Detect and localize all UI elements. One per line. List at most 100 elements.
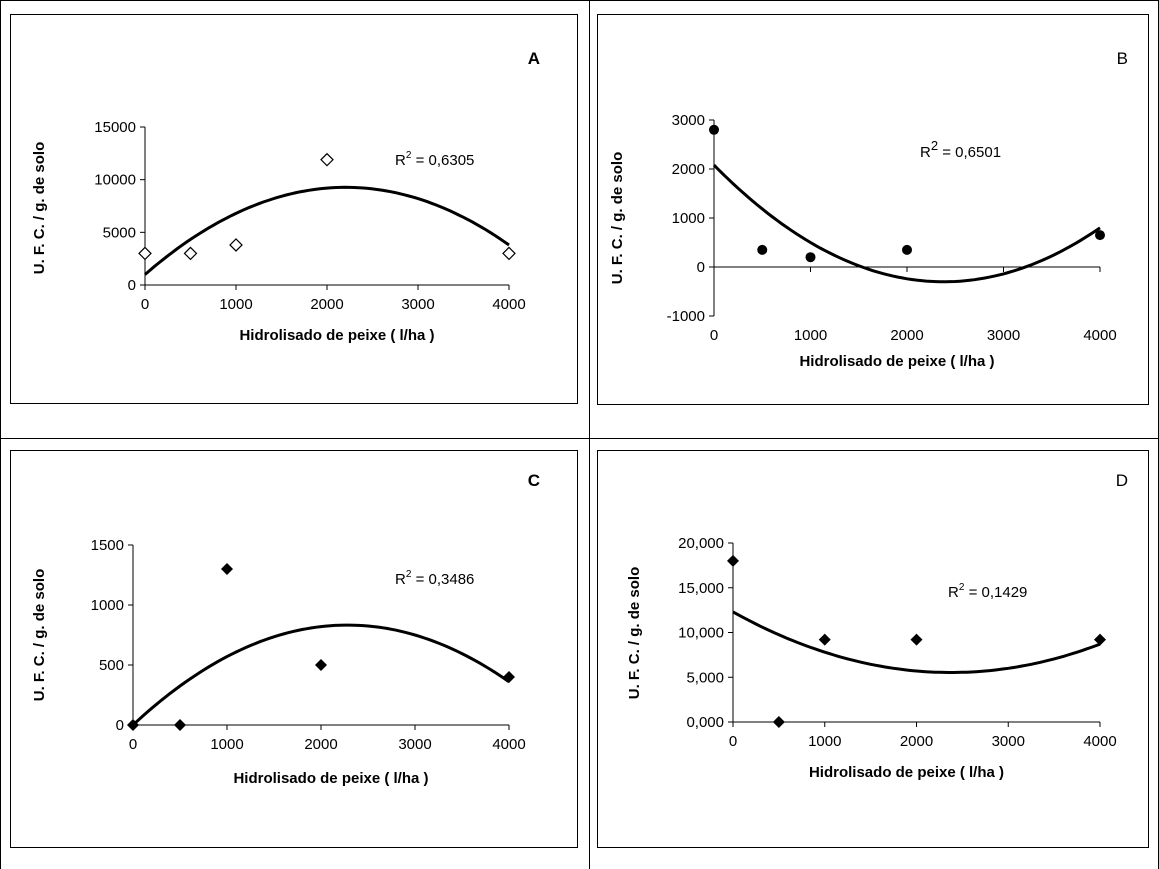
y-tick-label-d: 5,000: [686, 669, 724, 686]
x-tick-label-b: 3000: [987, 327, 1020, 344]
y-tick-label-d: 10,000: [678, 625, 724, 642]
trendline-a: [144, 185, 510, 276]
data-point-a: [502, 246, 516, 261]
x-tick-label-c: 2000: [304, 736, 337, 753]
data-point-c: [503, 671, 515, 683]
x-tick-label-d: 3000: [992, 733, 1025, 750]
data-point-c: [174, 719, 186, 731]
panel-a-frame-right: [577, 14, 578, 404]
data-point-c: [221, 563, 233, 575]
x-axis-title-b: Hidrolisado de peixe ( l/ha ): [799, 353, 994, 370]
y-axis-title-a: U. F. C. / g. de solo: [31, 142, 48, 275]
panel-b-frame-bottom: [597, 404, 1149, 405]
data-point-b: [709, 124, 719, 135]
data-point-a: [138, 246, 152, 261]
table-divider-horizontal: [0, 438, 1159, 439]
x-tick-label-a: 3000: [401, 296, 434, 313]
y-tick-label-b: 2000: [672, 161, 705, 178]
y-tick-label-b: -1000: [667, 308, 705, 325]
panel-d-frame-bottom: [597, 847, 1149, 848]
trendline-c: [131, 623, 510, 727]
x-tick-label-a: 4000: [492, 296, 525, 313]
y-tick-label-d: 15,000: [678, 580, 724, 597]
r-squared-label-a: R2 = 0,6305: [395, 150, 474, 169]
y-axis-title-b: U. F. C. / g. de solo: [609, 152, 626, 285]
panel-b-frame-right: [1148, 14, 1149, 405]
y-tick-label-b: 3000: [672, 112, 705, 129]
chart-a: 0 5000 10000 15000 0 1000 2000 3000 4000 A R2 = 0,…: [31, 49, 540, 344]
panel-c-frame-left: [10, 450, 11, 848]
y-tick-label-c: 1500: [91, 537, 124, 554]
x-tick-label-b: 0: [710, 327, 718, 344]
r-squared-letter-a: R: [395, 152, 406, 169]
panel-a-frame-top: [10, 14, 578, 15]
r-squared-letter-b: R: [920, 144, 931, 161]
panel-d-frame-top: [597, 450, 1149, 451]
y-tick-label-c: 500: [99, 657, 124, 674]
r-squared-exponent-b: 2: [931, 138, 938, 153]
data-point-a: [229, 238, 243, 252]
chart-b: -1000 0 1000 2000 3000 0 1000 2000 3000 4000 B R2 =…: [609, 49, 1128, 370]
x-tick-label-a: 2000: [310, 296, 343, 313]
x-tick-label-c: 3000: [398, 736, 431, 753]
table-border-left: [0, 0, 1, 869]
panel-a-frame-left: [10, 14, 11, 404]
data-point-b: [902, 244, 912, 255]
x-tick-label-d: 0: [729, 733, 737, 750]
r-squared-exponent-c: 2: [406, 569, 412, 580]
table-border-top: [0, 0, 1159, 1]
r-squared-letter-c: R: [395, 571, 406, 588]
y-tick-label-a: 5000: [103, 224, 136, 241]
data-point-c: [315, 659, 327, 671]
panel-letter-b: B: [1117, 49, 1128, 68]
y-axis-title-c: U. F. C. / g. de solo: [31, 569, 48, 702]
r-squared-value-d: = 0,1429: [964, 584, 1027, 601]
y-tick-label-b: 0: [697, 259, 705, 276]
y-tick-label-a: 0: [128, 277, 136, 294]
chart-d: 0,000 5,000 10,000 15,000 20,000 0 1000 2000 300…: [626, 471, 1128, 781]
y-axis-title-d: U. F. C. / g. de solo: [626, 567, 643, 700]
x-tick-label-a: 1000: [219, 296, 252, 313]
data-point-b: [757, 244, 768, 255]
data-point-a: [183, 246, 198, 261]
data-point-d: [818, 633, 831, 646]
data-point-d: [1094, 633, 1106, 646]
panel-c-frame-bottom: [10, 847, 578, 848]
x-tick-label-b: 4000: [1083, 327, 1116, 344]
panel-c-frame-top: [10, 450, 578, 451]
y-tick-label-d: 0,000: [686, 714, 724, 731]
r-squared-label-d: R2 = 0,1429: [948, 582, 1027, 601]
r-squared-value-c: = 0,3486: [411, 571, 474, 588]
table-divider-vertical: [589, 0, 590, 869]
x-tick-label-c: 1000: [210, 736, 243, 753]
x-tick-label-a: 0: [141, 296, 149, 313]
y-tick-label-d: 20,000: [678, 535, 724, 552]
data-point-c: [127, 719, 139, 731]
x-tick-label-b: 2000: [890, 327, 923, 344]
x-tick-label-d: 2000: [900, 733, 933, 750]
data-point-a: [320, 152, 334, 167]
x-axis-title-a: Hidrolisado de peixe ( l/ha ): [239, 327, 434, 344]
data-point-b: [1095, 230, 1105, 241]
x-tick-label-d: 4000: [1083, 733, 1116, 750]
panel-d-frame-left: [597, 450, 598, 848]
panel-letter-d: D: [1116, 471, 1128, 490]
x-axis-title-d: Hidrolisado de peixe ( l/ha ): [809, 764, 1004, 781]
y-tick-label-a: 15000: [94, 119, 136, 136]
y-tick-label-b: 1000: [672, 210, 705, 227]
trendline-d: [732, 610, 1101, 674]
y-tick-label-c: 1000: [91, 597, 124, 614]
r-squared-exponent-d: 2: [959, 582, 965, 593]
x-tick-label-b: 1000: [794, 327, 827, 344]
data-point-d: [772, 716, 785, 728]
panel-b-frame-left: [597, 14, 598, 405]
data-point-b: [805, 252, 816, 263]
panel-letter-a: A: [528, 49, 540, 68]
panel-letter-c: C: [528, 471, 540, 490]
panel-b-frame-top: [597, 14, 1149, 15]
y-tick-label-a: 10000: [94, 172, 136, 189]
y-tick-label-c: 0: [116, 717, 124, 734]
r-squared-value-a: = 0,6305: [411, 152, 474, 169]
